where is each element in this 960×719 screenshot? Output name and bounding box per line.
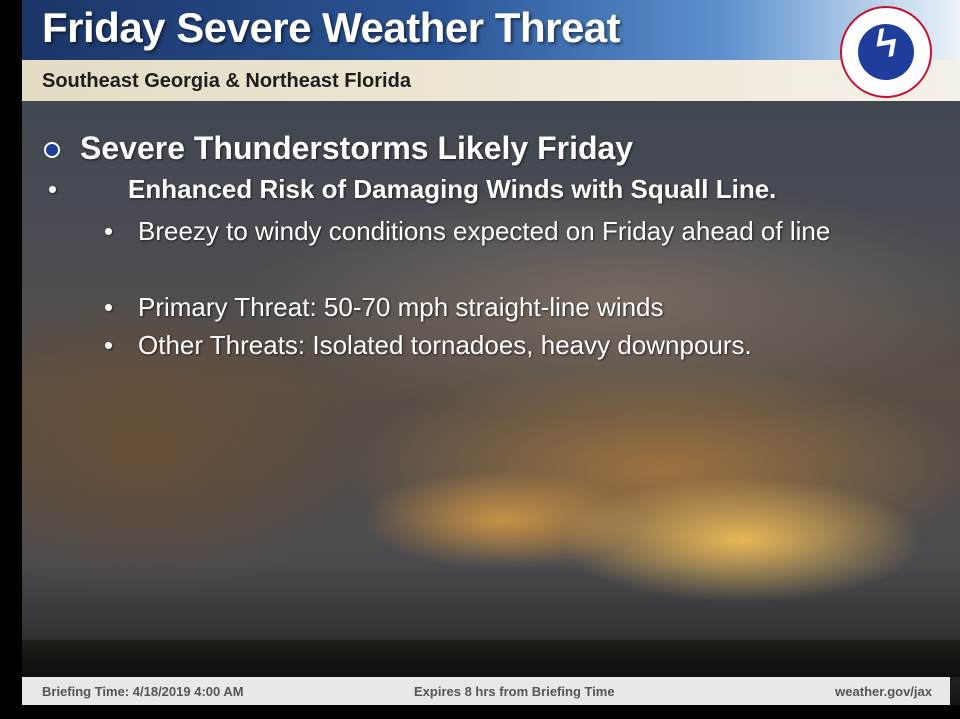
tree-line-silhouette bbox=[22, 640, 960, 677]
slide: Friday Severe Weather Threat Southeast G… bbox=[22, 0, 960, 705]
briefing-time: Briefing Time: 4/18/2019 4:00 AM bbox=[42, 684, 244, 699]
website-link[interactable]: weather.gov/jax bbox=[835, 684, 932, 699]
bullet-text: Other Threats: Isolated tornadoes, heavy… bbox=[138, 330, 752, 360]
bullet-item: • Breezy to windy conditions expected on … bbox=[104, 216, 831, 246]
bullet-item: • Primary Threat: 50-70 mph straight-line… bbox=[104, 292, 664, 322]
nws-bullet-icon bbox=[44, 142, 60, 158]
heading: Severe Thunderstorms Likely Friday bbox=[44, 130, 634, 167]
bullet-text: Breezy to windy conditions expected on F… bbox=[138, 216, 831, 246]
subtitle-band: Southeast Georgia & Northeast Florida bbox=[22, 60, 960, 101]
expiration-note: Expires 8 hrs from Briefing Time bbox=[414, 684, 615, 699]
nws-logo-icon: ϟ bbox=[840, 6, 932, 98]
bullet-text: Primary Threat: 50-70 mph straight-line … bbox=[138, 292, 664, 322]
heading-text: Severe Thunderstorms Likely Friday bbox=[80, 130, 634, 166]
page-subtitle: Southeast Georgia & Northeast Florida bbox=[42, 70, 411, 92]
page-title: Friday Severe Weather Threat bbox=[42, 4, 621, 51]
footer-bar: Briefing Time: 4/18/2019 4:00 AM Expires… bbox=[22, 677, 950, 705]
bullet-item: • Other Threats: Isolated tornadoes, heav… bbox=[104, 330, 752, 360]
header-bar: Friday Severe Weather Threat bbox=[22, 0, 960, 60]
subheading: • Enhanced Risk of Damaging Winds with Sq… bbox=[48, 174, 777, 204]
subheading-text: Enhanced Risk of Damaging Winds with Squ… bbox=[128, 174, 777, 204]
